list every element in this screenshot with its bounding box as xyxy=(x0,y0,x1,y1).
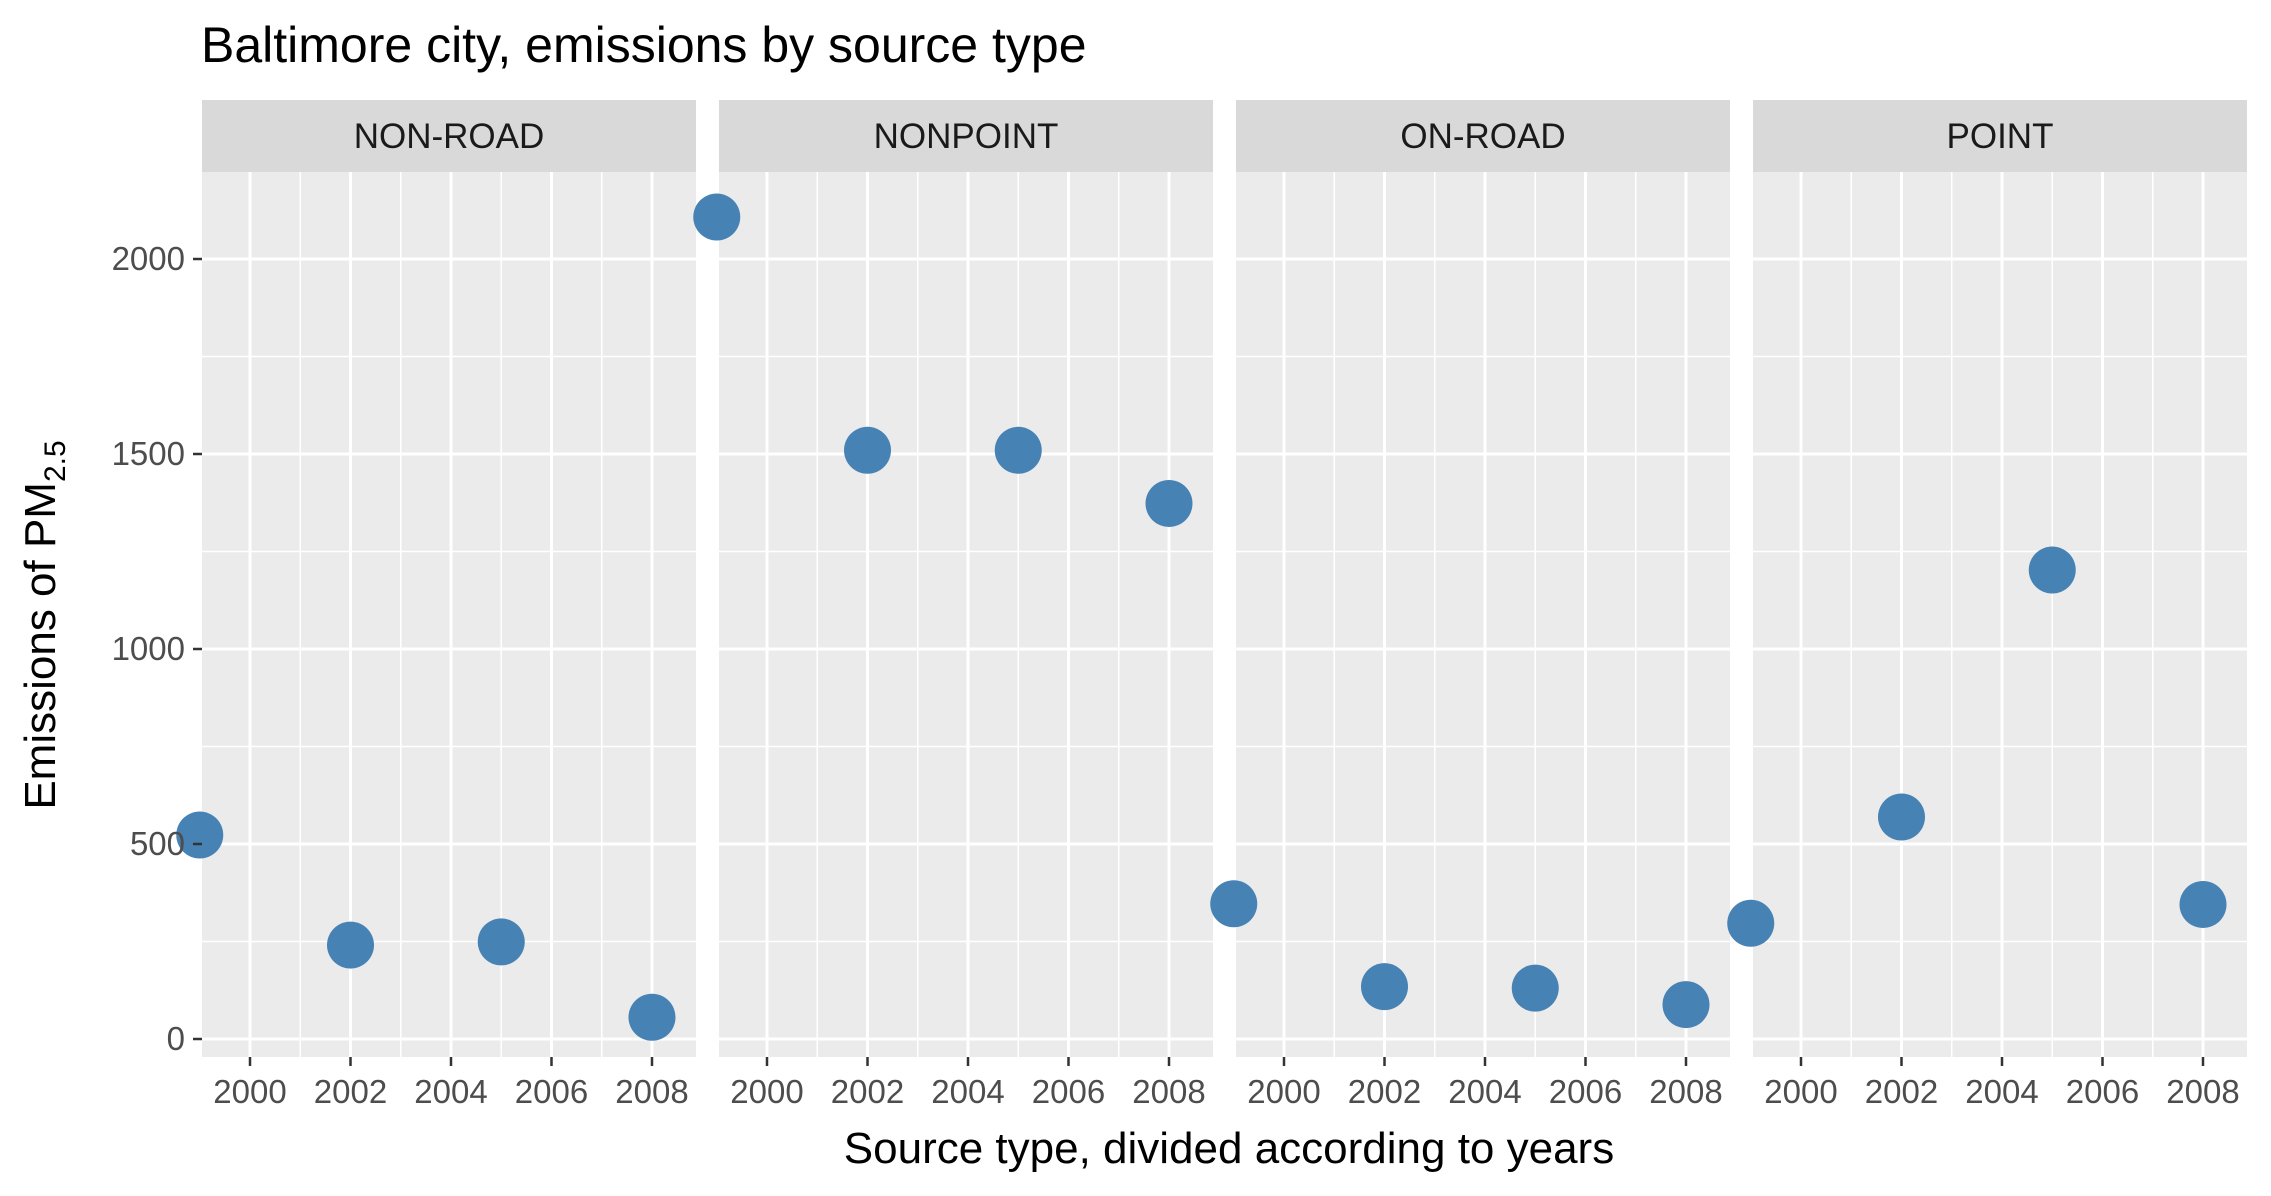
x-tick-label: 2008 xyxy=(1132,1073,1205,1110)
data-point xyxy=(1878,793,1925,841)
gridlines xyxy=(202,172,696,1057)
x-tick-label: 2002 xyxy=(1348,1073,1421,1110)
facet-strip xyxy=(1236,100,1730,172)
x-tick-label: 2008 xyxy=(2166,1073,2239,1110)
data-points xyxy=(176,811,676,1041)
panel-background xyxy=(202,172,696,1057)
panel-background xyxy=(1236,172,1730,1057)
facet-non-road: NON-ROAD 2000 2002 2004 2006 2008 xyxy=(176,100,696,1110)
data-point xyxy=(844,426,891,474)
x-tick-label: 2004 xyxy=(414,1073,487,1110)
data-point xyxy=(1727,899,1775,947)
panel-background xyxy=(1753,172,2247,1057)
facet-point: POINT 2000 2002 2004 2006 2008 xyxy=(1727,100,2247,1110)
chart-title: Baltimore city, emissions by source type xyxy=(201,17,1087,73)
facet-on-road: ON-ROAD 2000 2002 2004 2006 2008 xyxy=(1210,100,1730,1110)
y-axis-title-main: Emissions of PM xyxy=(16,482,65,810)
data-point xyxy=(1210,880,1258,928)
gridlines xyxy=(1753,172,2247,1057)
y-axis-title-subscript: 2.5 xyxy=(39,440,72,482)
y-axis-title: Emissions of PM2.5 xyxy=(16,440,72,809)
y-tick-label: 1500 xyxy=(112,435,185,472)
data-point xyxy=(176,811,224,859)
data-point xyxy=(1361,963,1408,1011)
facet-nonpoint: NONPOINT 2000 2002 2004 2006 2008 xyxy=(693,100,1213,1110)
x-tick-label: 2008 xyxy=(615,1073,688,1110)
facet-strip xyxy=(1753,100,2247,172)
x-tick-label: 2002 xyxy=(831,1073,904,1110)
gridlines xyxy=(719,172,1213,1057)
x-tick-label: 2004 xyxy=(931,1073,1004,1110)
x-tick-label: 2006 xyxy=(515,1073,588,1110)
data-point xyxy=(1145,479,1193,527)
x-tick-label: 2006 xyxy=(2066,1073,2139,1110)
data-point xyxy=(628,993,676,1041)
y-tick-label: 0 xyxy=(167,1020,185,1057)
data-points xyxy=(693,193,1193,527)
x-axis-title: Source type, divided according to years xyxy=(844,1124,1614,1173)
x-tick-label: 2002 xyxy=(314,1073,387,1110)
y-tick-label: 2000 xyxy=(112,240,185,277)
data-point xyxy=(327,921,374,969)
x-tick-label: 2000 xyxy=(730,1073,803,1110)
data-point xyxy=(2028,546,2076,594)
facet-strip-label: NONPOINT xyxy=(874,117,1059,156)
data-points xyxy=(1210,880,1710,1029)
x-tick-label: 2000 xyxy=(1764,1073,1837,1110)
facet-strip-label: POINT xyxy=(1947,117,2054,156)
data-point xyxy=(477,918,525,966)
y-axis: 0 500 1000 1500 2000 xyxy=(112,240,202,1057)
data-point xyxy=(994,426,1042,474)
x-tick-label: 2002 xyxy=(1865,1073,1938,1110)
facet-panels: NON-ROAD 2000 2002 2004 2006 2008 NONPOINT 2000… xyxy=(176,100,2247,1110)
facet-strip xyxy=(719,100,1213,172)
data-point xyxy=(1662,981,1710,1029)
data-point xyxy=(2179,880,2227,928)
y-tick-label: 500 xyxy=(130,825,185,862)
facet-strip-label: ON-ROAD xyxy=(1400,117,1565,156)
facet-strip xyxy=(202,100,696,172)
panel-background xyxy=(719,172,1213,1057)
x-tick-label: 2000 xyxy=(1247,1073,1320,1110)
x-tick-label: 2000 xyxy=(213,1073,286,1110)
data-points xyxy=(1727,546,2227,947)
y-tick-label: 1000 xyxy=(112,630,185,667)
gridlines xyxy=(1236,172,1730,1057)
x-tick-label: 2004 xyxy=(1448,1073,1521,1110)
x-tick-label: 2006 xyxy=(1032,1073,1105,1110)
x-tick-label: 2004 xyxy=(1965,1073,2038,1110)
x-tick-label: 2006 xyxy=(1549,1073,1622,1110)
data-point xyxy=(1511,964,1559,1012)
facet-strip-label: NON-ROAD xyxy=(354,117,545,156)
x-tick-label: 2008 xyxy=(1649,1073,1722,1110)
data-point xyxy=(693,193,741,241)
